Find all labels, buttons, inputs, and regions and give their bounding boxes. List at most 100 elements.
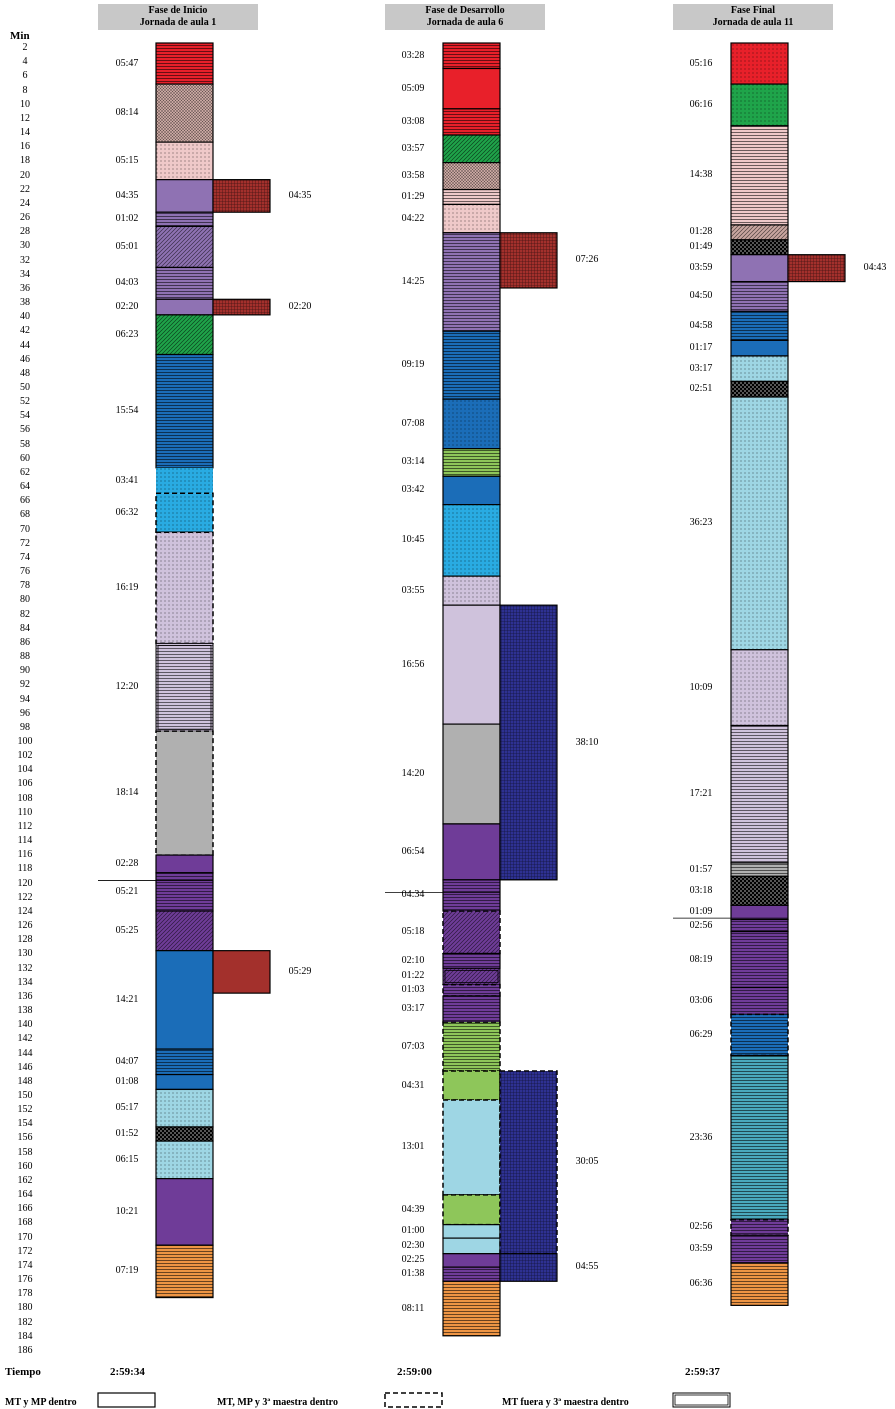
side-block-pattern bbox=[500, 232, 557, 288]
legend-label: MT y MP dentro bbox=[5, 1397, 77, 1408]
segment-duration-label: 18:14 bbox=[115, 787, 139, 799]
segment-duration-label: 08:11 bbox=[401, 1302, 425, 1314]
phase-total-time: 2:59:00 bbox=[397, 1366, 432, 1378]
phase-total-time: 2:59:34 bbox=[110, 1366, 145, 1378]
y-tick-label: 32 bbox=[20, 254, 30, 266]
segment-duration-label: 02:10 bbox=[401, 954, 425, 966]
segment-bar-border bbox=[730, 1218, 789, 1237]
segment-bar-pattern bbox=[156, 1126, 213, 1142]
segment-bar-pattern bbox=[731, 239, 788, 255]
y-tick-label: 100 bbox=[17, 736, 33, 747]
y-tick-label: 122 bbox=[17, 891, 33, 903]
y-tick-label: 108 bbox=[17, 792, 33, 804]
y-tick-label: 52 bbox=[20, 396, 30, 408]
y-tick-label: 10 bbox=[20, 98, 30, 110]
segment-duration-label: 07:03 bbox=[401, 1040, 425, 1052]
segment-bar-pattern bbox=[443, 995, 500, 1023]
segment-bar-pattern bbox=[156, 43, 213, 85]
segment-duration-label: 04:58 bbox=[689, 319, 713, 331]
y-tick-label: 90 bbox=[20, 665, 30, 677]
segment-duration-label: 14:21 bbox=[115, 993, 139, 1005]
segment-duration-label: 03:58 bbox=[401, 170, 425, 182]
segment-duration-label: 02:56 bbox=[689, 919, 713, 931]
y-tick-label: 178 bbox=[17, 1288, 33, 1300]
segment-duration-label: 03:55 bbox=[401, 584, 425, 596]
segment-duration-label: 02:56 bbox=[689, 1221, 713, 1233]
segment-bar-pattern bbox=[156, 643, 213, 732]
y-tick-label: 146 bbox=[17, 1061, 33, 1073]
segment-bar-pattern bbox=[156, 226, 213, 268]
segment-bar-pattern bbox=[443, 232, 500, 332]
y-tick-label: 164 bbox=[17, 1189, 33, 1201]
segment-duration-label: 06:36 bbox=[689, 1278, 713, 1290]
segment-bar bbox=[443, 1071, 500, 1101]
segment-bar-pattern bbox=[156, 1141, 213, 1179]
y-tick-label: 176 bbox=[17, 1274, 33, 1286]
segment-bar-pattern bbox=[156, 911, 213, 951]
side-block-pattern bbox=[213, 299, 270, 315]
y-tick-label: 186 bbox=[17, 1344, 33, 1356]
segment-bar-pattern bbox=[731, 876, 788, 906]
y-tick-label: 128 bbox=[17, 934, 33, 946]
segment-duration-label: 03:42 bbox=[401, 484, 425, 496]
segment-duration-label: 01:22 bbox=[401, 970, 425, 982]
y-tick-label: 82 bbox=[20, 608, 30, 620]
segment-duration-label: 05:15 bbox=[115, 154, 139, 166]
segment-duration-label: 06:15 bbox=[115, 1153, 139, 1165]
y-tick-label: 50 bbox=[20, 382, 30, 393]
segment-bar-border bbox=[442, 910, 501, 955]
segment-bar-pattern bbox=[443, 984, 500, 996]
segment-bar-pattern bbox=[731, 381, 788, 397]
segment-duration-label: 05:25 bbox=[115, 924, 139, 936]
y-tick-label: 26 bbox=[20, 212, 30, 224]
segment-duration-label: 07:08 bbox=[401, 417, 425, 429]
segment-bar-pattern bbox=[731, 224, 788, 240]
side-block-duration-label: 07:26 bbox=[575, 254, 599, 266]
segment-bar-pattern bbox=[443, 108, 500, 136]
segment-duration-label: 02:28 bbox=[115, 857, 139, 869]
segment-duration-label: 03:41 bbox=[115, 474, 139, 486]
y-tick-label: 140 bbox=[17, 1019, 33, 1031]
y-tick-label: 114 bbox=[17, 835, 33, 847]
segment-bar bbox=[156, 731, 213, 856]
y-tick-label: 180 bbox=[17, 1302, 33, 1314]
segment-duration-label: 04:03 bbox=[115, 277, 139, 289]
segment-bar-pattern bbox=[443, 448, 500, 477]
side-block-pattern bbox=[788, 254, 845, 282]
y-tick-label: 18 bbox=[20, 155, 30, 167]
segment-bar bbox=[731, 254, 788, 282]
y-tick-label: 182 bbox=[17, 1316, 33, 1328]
y-tick-label: 172 bbox=[17, 1245, 33, 1257]
segment-duration-label: 01:08 bbox=[115, 1075, 139, 1087]
y-tick-label: 30 bbox=[20, 240, 30, 252]
segment-duration-label: 04:31 bbox=[401, 1079, 425, 1091]
side-block-duration-label: 04:43 bbox=[863, 262, 887, 274]
y-tick-label: 148 bbox=[17, 1075, 33, 1087]
segment-duration-label: 13:01 bbox=[401, 1141, 425, 1153]
y-tick-label: 94 bbox=[20, 693, 30, 705]
segment-duration-label: 05:17 bbox=[115, 1102, 139, 1114]
y-tick-label: 174 bbox=[17, 1259, 33, 1271]
segment-bar-pattern bbox=[443, 504, 500, 577]
legend-swatch-double bbox=[672, 1392, 731, 1408]
segment-bar-pattern bbox=[156, 1245, 213, 1298]
segment-duration-label: 15:54 bbox=[115, 405, 139, 417]
y-tick-label: 66 bbox=[20, 495, 30, 507]
side-block-duration-label: 05:29 bbox=[288, 965, 312, 977]
segment-bar bbox=[443, 1194, 500, 1225]
segment-duration-label: 02:51 bbox=[689, 383, 713, 395]
y-tick-label: 62 bbox=[20, 466, 30, 478]
y-tick-label: 142 bbox=[17, 1033, 33, 1045]
segment-bar bbox=[443, 724, 500, 824]
segment-duration-label: 03:59 bbox=[689, 262, 713, 274]
segment-duration-label: 01:38 bbox=[401, 1268, 425, 1280]
y-tick-label: 14 bbox=[20, 127, 30, 139]
y-tick-label: 78 bbox=[20, 580, 30, 592]
y-tick-label: 184 bbox=[17, 1330, 33, 1342]
legend-label: MT fuera y 3ª maestra dentro bbox=[502, 1397, 629, 1408]
segment-duration-label: 04:22 bbox=[401, 212, 425, 224]
y-tick-label: 34 bbox=[20, 268, 30, 280]
segment-duration-label: 07:19 bbox=[115, 1265, 139, 1277]
segment-bar-border bbox=[155, 1244, 214, 1299]
y-tick-label: 84 bbox=[20, 622, 30, 634]
